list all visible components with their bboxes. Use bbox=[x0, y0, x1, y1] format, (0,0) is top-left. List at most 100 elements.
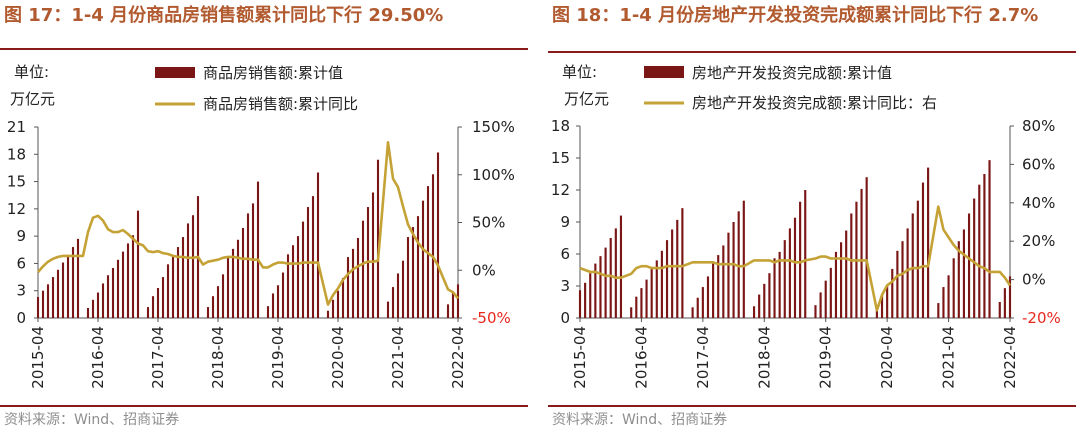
right-tick-label: 150% bbox=[472, 118, 515, 136]
bar bbox=[146, 307, 150, 318]
legend-label-line: 房地产开发投资完成额:累计同比：右 bbox=[692, 94, 937, 112]
left-tick-label: 9 bbox=[16, 227, 26, 245]
bar bbox=[121, 251, 125, 318]
bar bbox=[660, 250, 663, 318]
bar bbox=[216, 286, 220, 318]
bar bbox=[106, 275, 110, 318]
chart-panel-investment: 图 18：1-4 月份房地产开发投资完成额累计同比下行 2.7% 单位: 万亿元… bbox=[548, 0, 1078, 437]
bar bbox=[256, 181, 260, 318]
bar bbox=[752, 306, 756, 318]
bar bbox=[645, 279, 648, 318]
source-note: 资料来源：Wind、招商证券 bbox=[4, 412, 180, 428]
bar bbox=[942, 287, 945, 318]
right-tick-label: 50% bbox=[472, 214, 505, 232]
bar bbox=[978, 184, 981, 318]
bar bbox=[614, 228, 617, 318]
bar bbox=[76, 238, 80, 318]
bar bbox=[824, 280, 827, 318]
bar bbox=[266, 306, 270, 318]
bar bbox=[655, 260, 658, 318]
bar bbox=[845, 230, 848, 318]
bar bbox=[241, 227, 245, 318]
left-tick-label: 21 bbox=[7, 118, 26, 136]
bar bbox=[758, 294, 761, 318]
x-tick-label: 2020-04 bbox=[329, 326, 347, 389]
bar bbox=[271, 293, 275, 318]
bar bbox=[778, 251, 781, 318]
source-note: 资料来源：Wind、招商证券 bbox=[552, 412, 728, 428]
bar bbox=[206, 307, 210, 318]
title-divider bbox=[0, 48, 528, 50]
bar bbox=[171, 257, 175, 318]
bar bbox=[804, 190, 807, 318]
bar bbox=[226, 257, 230, 318]
bar bbox=[96, 292, 100, 318]
plot-area: 0 3 6 9 12 15 18 -20% 0% 20% 40% 60% 80% 2015-04 2016-… bbox=[551, 117, 1061, 389]
bar bbox=[712, 263, 715, 318]
bar bbox=[111, 267, 115, 318]
bar bbox=[988, 160, 991, 318]
bar bbox=[906, 228, 909, 318]
bar bbox=[416, 216, 420, 318]
bar bbox=[865, 177, 868, 318]
bar bbox=[604, 247, 607, 318]
bar bbox=[151, 296, 155, 318]
left-tick-label: 12 bbox=[551, 181, 570, 199]
bar bbox=[371, 192, 375, 318]
bar bbox=[635, 296, 638, 318]
bar bbox=[676, 219, 679, 318]
bar bbox=[56, 269, 60, 318]
bar bbox=[136, 210, 140, 318]
bar bbox=[701, 287, 704, 318]
x-tick-label: 2018-04 bbox=[209, 326, 227, 389]
bar bbox=[901, 241, 904, 318]
right-tick-label: 80% bbox=[1022, 117, 1055, 135]
bar bbox=[609, 238, 612, 318]
legend-label-bar: 房地产开发投资完成额:累计值 bbox=[692, 64, 892, 82]
bar bbox=[937, 303, 940, 318]
bar bbox=[51, 277, 55, 318]
bar bbox=[927, 167, 930, 318]
x-tick-label: 2016-04 bbox=[632, 326, 650, 389]
bar bbox=[1003, 288, 1006, 318]
bar bbox=[706, 276, 710, 318]
bar bbox=[376, 159, 380, 318]
bar bbox=[773, 258, 776, 318]
left-tick-label: 15 bbox=[551, 149, 570, 167]
bar bbox=[850, 213, 853, 318]
bar bbox=[286, 254, 290, 318]
bar bbox=[665, 240, 669, 318]
bar bbox=[599, 256, 602, 318]
bar bbox=[221, 274, 225, 318]
bar bbox=[921, 182, 925, 318]
right-tick-label: 40% bbox=[1022, 194, 1055, 212]
bar bbox=[722, 245, 725, 318]
right-tick-label: -20% bbox=[1022, 309, 1061, 327]
bar bbox=[916, 200, 919, 318]
bar bbox=[296, 236, 300, 318]
bar bbox=[834, 251, 838, 318]
bar bbox=[911, 213, 914, 318]
legend-swatch-bar bbox=[155, 67, 195, 78]
bar bbox=[793, 217, 797, 318]
bar bbox=[316, 172, 320, 318]
bar bbox=[860, 188, 863, 318]
x-tick-label: 2015-04 bbox=[29, 326, 47, 389]
bar bbox=[161, 277, 165, 318]
bar bbox=[396, 273, 400, 318]
x-tick-label: 2019-04 bbox=[817, 326, 835, 389]
unit-label: 万亿元 bbox=[564, 90, 609, 108]
title-divider bbox=[548, 51, 1076, 53]
chart-sales: 单位: 万亿元 商品房销售额:累计值 商品房销售额:累计同比 0 3 6 9 12 15 1… bbox=[7, 63, 515, 389]
x-tick-label: 2020-04 bbox=[878, 326, 896, 389]
bar bbox=[839, 242, 843, 318]
bar bbox=[326, 310, 330, 318]
bar bbox=[351, 248, 355, 318]
bar bbox=[401, 260, 405, 318]
bar bbox=[594, 263, 597, 318]
bar bbox=[41, 290, 45, 318]
chart-title: 图 17：1-4 月份商品房销售额累计同比下行 29.50% bbox=[4, 5, 444, 26]
bottom-divider bbox=[0, 405, 528, 407]
bar bbox=[768, 273, 771, 318]
legend-label-bar: 商品房销售额:累计值 bbox=[203, 64, 343, 82]
